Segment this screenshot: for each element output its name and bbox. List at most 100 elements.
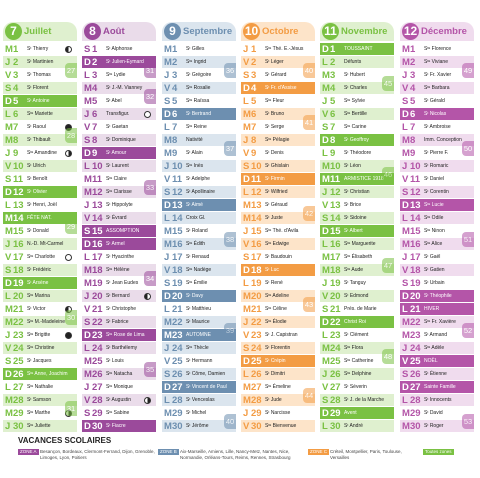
weekday-letter: L [84,70,90,81]
day-row: D 13 Sᵗ Aimé [162,199,236,212]
day-number: 30 [172,421,183,432]
day-number: 15 [172,226,183,237]
weekday-letter: V [84,122,91,133]
saint-name: Sᵗᵉ Édith [186,241,206,247]
day-row: J 29 Sᵗ Narcisse [241,407,315,420]
day-number: 20 [13,291,24,302]
saint-name: Sᵗ Armand [424,332,448,338]
day-number: 18 [172,265,183,276]
saint-name: Sᵗᵉ Carine [344,124,367,130]
weekday-letter: V [5,343,12,354]
saint-name: Sᵗ Gérard [265,72,287,78]
day-number: 24 [410,343,421,354]
weekday-letter: J [5,239,11,250]
day-row: J31Sᵗ Sylvestre [400,433,474,434]
day-row: J 23 Sᵗᵉ Brigitte [3,329,77,342]
month-number: 9 [164,23,181,40]
saint-name: Sᵗ Innocents [424,397,452,403]
weekday-letter: L [402,122,408,133]
day-number: 23 [251,330,262,341]
day-number: 21 [251,304,262,315]
weekday-letter: V [84,395,91,406]
day-number: 9 [92,148,98,159]
saint-name: Sᵗ Thibault [27,137,51,143]
day-row: V 25 NOËL [400,355,474,368]
weekday-letter: S [164,369,171,380]
weekday-letter: J [402,70,408,81]
day-number: 13 [92,200,103,211]
day-number: 5 [13,96,19,107]
saint-name: Sᵗ Brice [344,202,362,208]
saint-name: Sᵗ Juste [265,215,283,221]
week-number-badge: 29 [65,219,77,234]
weekday-letter: D [5,369,12,380]
day-row: D 8 Sᵗ Geoffroy [320,134,394,147]
day-number: 10 [330,161,341,172]
day-row: S 10 Sᵗ Ghislain [241,160,315,173]
saint-name: Sᵗ Gérald [424,98,445,104]
weekday-letter: S [84,135,91,146]
day-row: S 15 ASSOMPTION [82,225,156,238]
saint-name: Sᵗ Ulrich [27,163,46,169]
saint-name: Sᵗᵉ Nadège [186,267,212,273]
weekday-letter: V [5,161,12,172]
day-row: S 25 Sᵗ Jacques [3,355,77,368]
day-number: 25 [172,356,183,367]
saint-name: Sᵗ Venceslas [186,397,215,403]
day-row: S 12 Sᵗ Apollinaire [162,186,236,199]
day-row: J 22 Sᵗᵉ Élodie [241,316,315,329]
weekday-letter: L [322,421,328,432]
saint-name: Sᵗ J.-M. Vianney [106,85,143,91]
day-row: J 15 Sᵗᵉ Thé. d'Avila [241,225,315,238]
weekday-letter: D [402,109,409,120]
day-number: 13 [251,200,262,211]
day-number: 16 [13,239,24,250]
saint-name: Sᵗ René [265,280,283,286]
saint-name: Sᵗ Christophe [106,306,137,312]
saint-name: Sᵗ Vincent de Paul [186,384,227,390]
weekday-letter: J [402,433,410,434]
day-number: 30 [410,421,421,432]
day-row: J 30 Sᵗᵉ Juliette [3,420,77,433]
day-number: 3 [330,70,336,81]
day-number: 11 [13,174,24,185]
weekday-letter: M [243,395,251,406]
day-row: J 27 Sᵗᵉ Monique [82,381,156,394]
saint-name: Sᵗ Bertrand [186,111,211,117]
saint-name: Sᵗ Gatien [424,267,445,273]
weekday-letter: D [402,382,409,393]
saint-name: Sᵗ Charles [344,85,368,91]
saint-name: Sᵗ Clément [344,332,369,338]
day-number: 15 [330,226,341,237]
day-number: 4 [172,83,178,94]
day-number: 7 [92,122,98,133]
saint-name: Sᵗ Maurice [186,319,210,325]
day-row: D 6 Sᵗ Nicolas [400,108,474,121]
weekday-letter: D [322,135,329,146]
day-row: J 19 Sᵗ Tanguy [320,277,394,290]
day-number: 23 [13,330,24,341]
saint-name: Sᵗ Séverin [344,384,367,390]
week-number-badge: 51 [462,232,474,247]
day-number: 5 [251,96,257,107]
day-number: 6 [410,109,416,120]
day-number: 5 [92,96,98,107]
day-row: M 22 Sᵗᵉ Fr. Xavière [400,316,474,329]
month-column: M 1 Sᵗᵉ Florence M 2 Sᵗᵉ Viviane J 3 Sᵗ Fr. Xavi… [400,22,474,434]
day-row: V 7 Sᵗ Gaetan [82,121,156,134]
day-row: V 27 Sᵗ Séverin [320,381,394,394]
day-number: 16 [172,239,183,250]
weekday-letter: S [5,83,12,94]
weekday-letter: M [164,135,172,146]
day-number: 19 [330,278,341,289]
day-row: M 15 Sᵗ Donald [3,225,77,238]
day-row: M 24 Sᵗᵉ Flora [320,342,394,355]
day-number: 13 [330,200,341,211]
day-number: 16 [410,239,421,250]
day-number: 24 [92,343,103,354]
weekday-letter: M [5,304,13,315]
weekday-letter: S [164,96,171,107]
saint-name: Sᵗ Alain [186,150,203,156]
day-row: S 26 Sᵗ Étienne [400,368,474,381]
weekday-letter: M [322,252,330,263]
